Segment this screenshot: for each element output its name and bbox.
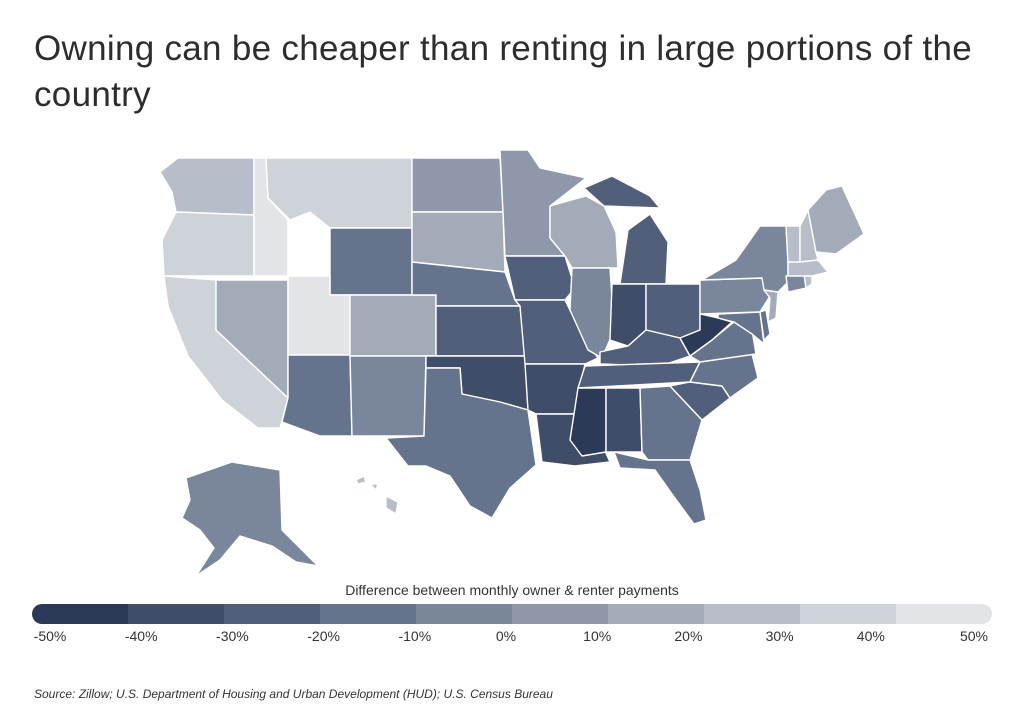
legend-swatch: [800, 604, 896, 624]
state-KS[interactable]: [435, 305, 526, 357]
legend-tick-label: -50%: [33, 628, 67, 644]
legend-swatch: [320, 604, 416, 624]
legend-tick-label: -30%: [216, 628, 249, 644]
legend-swatch: [128, 604, 224, 624]
page-title: Owning can be cheaper than renting in la…: [34, 29, 973, 114]
state-ND[interactable]: [411, 157, 504, 213]
state-VT[interactable]: [785, 225, 801, 263]
state-HI[interactable]: [355, 475, 399, 515]
state-WA[interactable]: [159, 157, 255, 216]
legend-tick-label: 10%: [583, 628, 612, 644]
state-IA[interactable]: [504, 255, 576, 301]
legend-tick-label: 30%: [765, 628, 794, 644]
legend-swatch: [32, 604, 128, 624]
legend-tick-label: -10%: [398, 628, 432, 644]
legend-ticks: -50% -40% -30% -20% -10% 0% 10% 20% 30% 40% 50%: [0, 628, 1024, 648]
legend-swatch: [704, 604, 800, 624]
state-NH[interactable]: [799, 209, 819, 263]
state-MI[interactable]: [583, 175, 669, 285]
state-WI[interactable]: [549, 195, 619, 269]
state-AZ[interactable]: [281, 354, 353, 437]
legend-tick-label: 20%: [674, 628, 703, 644]
state-DE[interactable]: [759, 309, 771, 341]
legend-tick-label: -40%: [124, 628, 158, 644]
state-OH[interactable]: [645, 283, 701, 339]
legend-color-scale: [32, 604, 992, 624]
state-MT[interactable]: [265, 157, 413, 229]
state-AK[interactable]: [181, 461, 319, 577]
legend-swatch: [608, 604, 704, 624]
state-FL[interactable]: [613, 451, 707, 525]
legend-tick-label: 50%: [959, 628, 989, 644]
legend-swatch: [896, 604, 992, 624]
state-WY[interactable]: [329, 227, 413, 296]
legend-tick-label: -20%: [307, 628, 340, 644]
legend-title: Difference between monthly owner & rente…: [345, 582, 679, 598]
state-OR[interactable]: [161, 211, 255, 277]
state-ME[interactable]: [807, 185, 865, 255]
state-CT[interactable]: [785, 273, 807, 293]
state-PA[interactable]: [699, 277, 771, 315]
legend-tick-label: 40%: [856, 628, 885, 644]
state-AL[interactable]: [605, 387, 643, 453]
legend-tick-label: 0%: [495, 628, 517, 644]
legend-swatch: [512, 604, 608, 624]
legend-swatch: [416, 604, 512, 624]
state-TX[interactable]: [385, 367, 537, 519]
state-MO[interactable]: [514, 299, 599, 365]
state-MS[interactable]: [569, 387, 607, 457]
source-note: Source: Zillow; U.S. Department of Housi…: [34, 687, 553, 701]
state-CO[interactable]: [349, 294, 437, 357]
legend-swatch: [224, 604, 320, 624]
state-NM[interactable]: [349, 355, 427, 437]
